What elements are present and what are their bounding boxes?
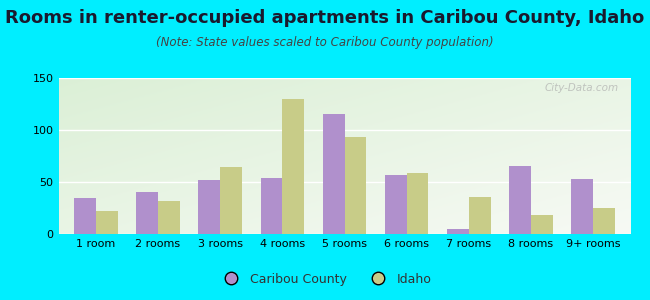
- Bar: [198, 180, 220, 234]
- Text: Rooms in renter-occupied apartments in Caribou County, Idaho: Rooms in renter-occupied apartments in C…: [5, 9, 645, 27]
- Text: (Note: State values scaled to Caribou County population): (Note: State values scaled to Caribou Co…: [156, 36, 494, 49]
- Bar: [323, 114, 345, 234]
- Bar: [74, 198, 96, 234]
- Bar: [261, 178, 282, 234]
- Bar: [158, 201, 180, 234]
- Bar: [571, 179, 593, 234]
- Text: City-Data.com: City-Data.com: [545, 83, 619, 93]
- Bar: [220, 167, 242, 234]
- Bar: [407, 172, 428, 234]
- Bar: [282, 99, 304, 234]
- Bar: [509, 167, 531, 234]
- Bar: [531, 215, 552, 234]
- Bar: [593, 208, 615, 234]
- Bar: [344, 137, 366, 234]
- Bar: [385, 175, 407, 234]
- Bar: [447, 229, 469, 234]
- Bar: [136, 192, 158, 234]
- Bar: [469, 196, 491, 234]
- Bar: [96, 211, 118, 234]
- Legend: Caribou County, Idaho: Caribou County, Idaho: [213, 268, 437, 291]
